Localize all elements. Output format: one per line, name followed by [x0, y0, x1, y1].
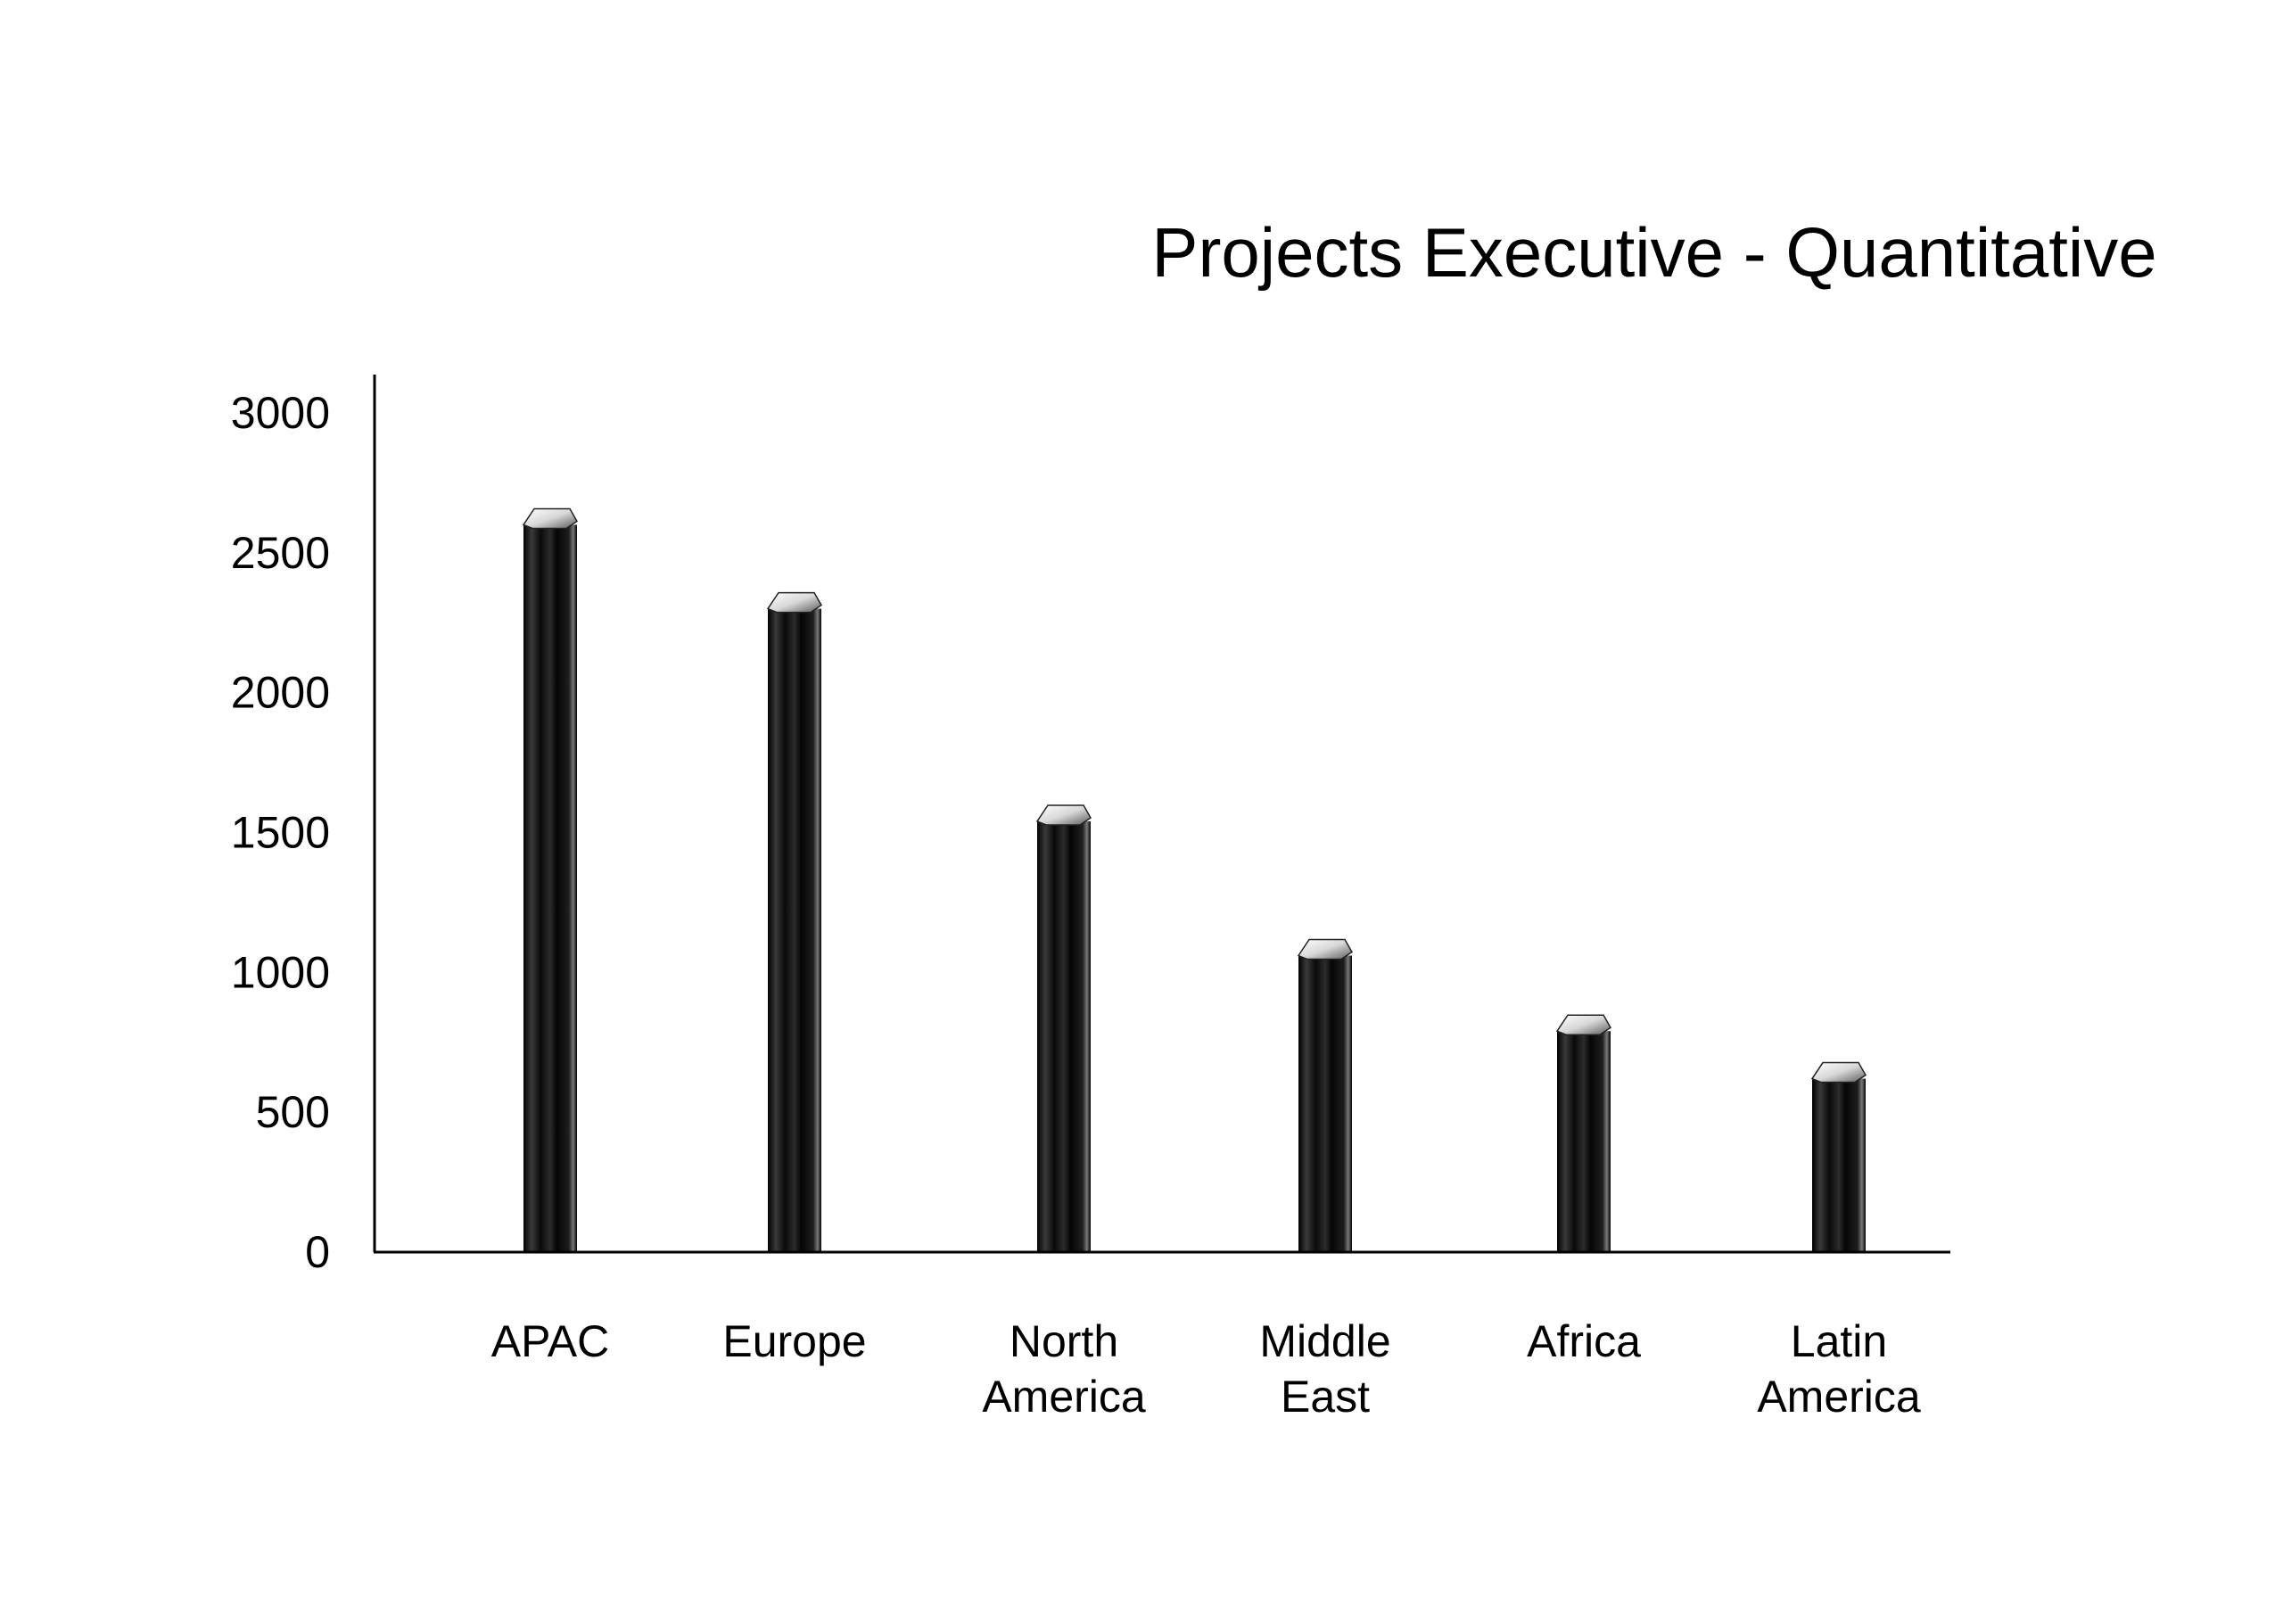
x-category-label: Latin America [1757, 1316, 1921, 1422]
y-tick-label: 2500 [231, 528, 330, 578]
x-category-label-line: America [982, 1372, 1146, 1422]
x-category-label-line: Middle [1259, 1316, 1390, 1366]
bar-latin-america [1810, 1061, 1867, 1252]
x-category-label-line: APAC [491, 1316, 609, 1366]
bar-cap [522, 507, 578, 530]
x-category-label: Europe [722, 1316, 866, 1366]
x-category-label: North America [982, 1316, 1146, 1422]
x-category-label-line: Europe [722, 1316, 866, 1366]
y-tick-label: 1500 [231, 808, 330, 858]
bar-north-america [1035, 804, 1092, 1252]
y-axis-ticks: 0 500 1000 1500 2000 2500 3000 [231, 388, 330, 1277]
y-tick-label: 3000 [231, 388, 330, 438]
bar-cap [766, 591, 822, 614]
x-axis-labels: APAC Europe North America Middle East Africa La… [491, 1316, 1921, 1422]
x-category-label-line: North [1010, 1316, 1118, 1366]
bar-body [1037, 820, 1091, 1252]
x-category-label: Africa [1527, 1316, 1641, 1366]
bars-group [522, 507, 1867, 1252]
y-tick-label: 2000 [231, 668, 330, 718]
x-category-label: APAC [491, 1316, 609, 1366]
x-category-label-line: Africa [1527, 1316, 1641, 1366]
x-category-label-line: East [1281, 1372, 1370, 1422]
bar-cap [1035, 804, 1092, 826]
bar-body [1557, 1031, 1611, 1252]
bar-africa [1555, 1014, 1611, 1252]
bar-cap [1297, 938, 1353, 960]
bar-cap [1555, 1014, 1611, 1035]
chart-title: Projects Executive - Quantitative [1151, 213, 2156, 292]
y-tick-label: 500 [256, 1087, 330, 1137]
bar-body [768, 608, 821, 1252]
bar-europe [766, 591, 822, 1252]
bar-apac [522, 507, 578, 1252]
x-category-label: Middle East [1259, 1316, 1390, 1422]
bar-cap [1810, 1061, 1867, 1084]
x-category-label-line: America [1757, 1372, 1921, 1422]
bar-body [523, 524, 577, 1252]
bar-body [1298, 955, 1352, 1252]
bar-middle-east [1297, 938, 1353, 1252]
x-category-label-line: Latin [1791, 1316, 1887, 1366]
y-tick-label: 0 [305, 1227, 330, 1277]
y-tick-label: 1000 [231, 947, 330, 997]
bar-body [1812, 1078, 1866, 1252]
